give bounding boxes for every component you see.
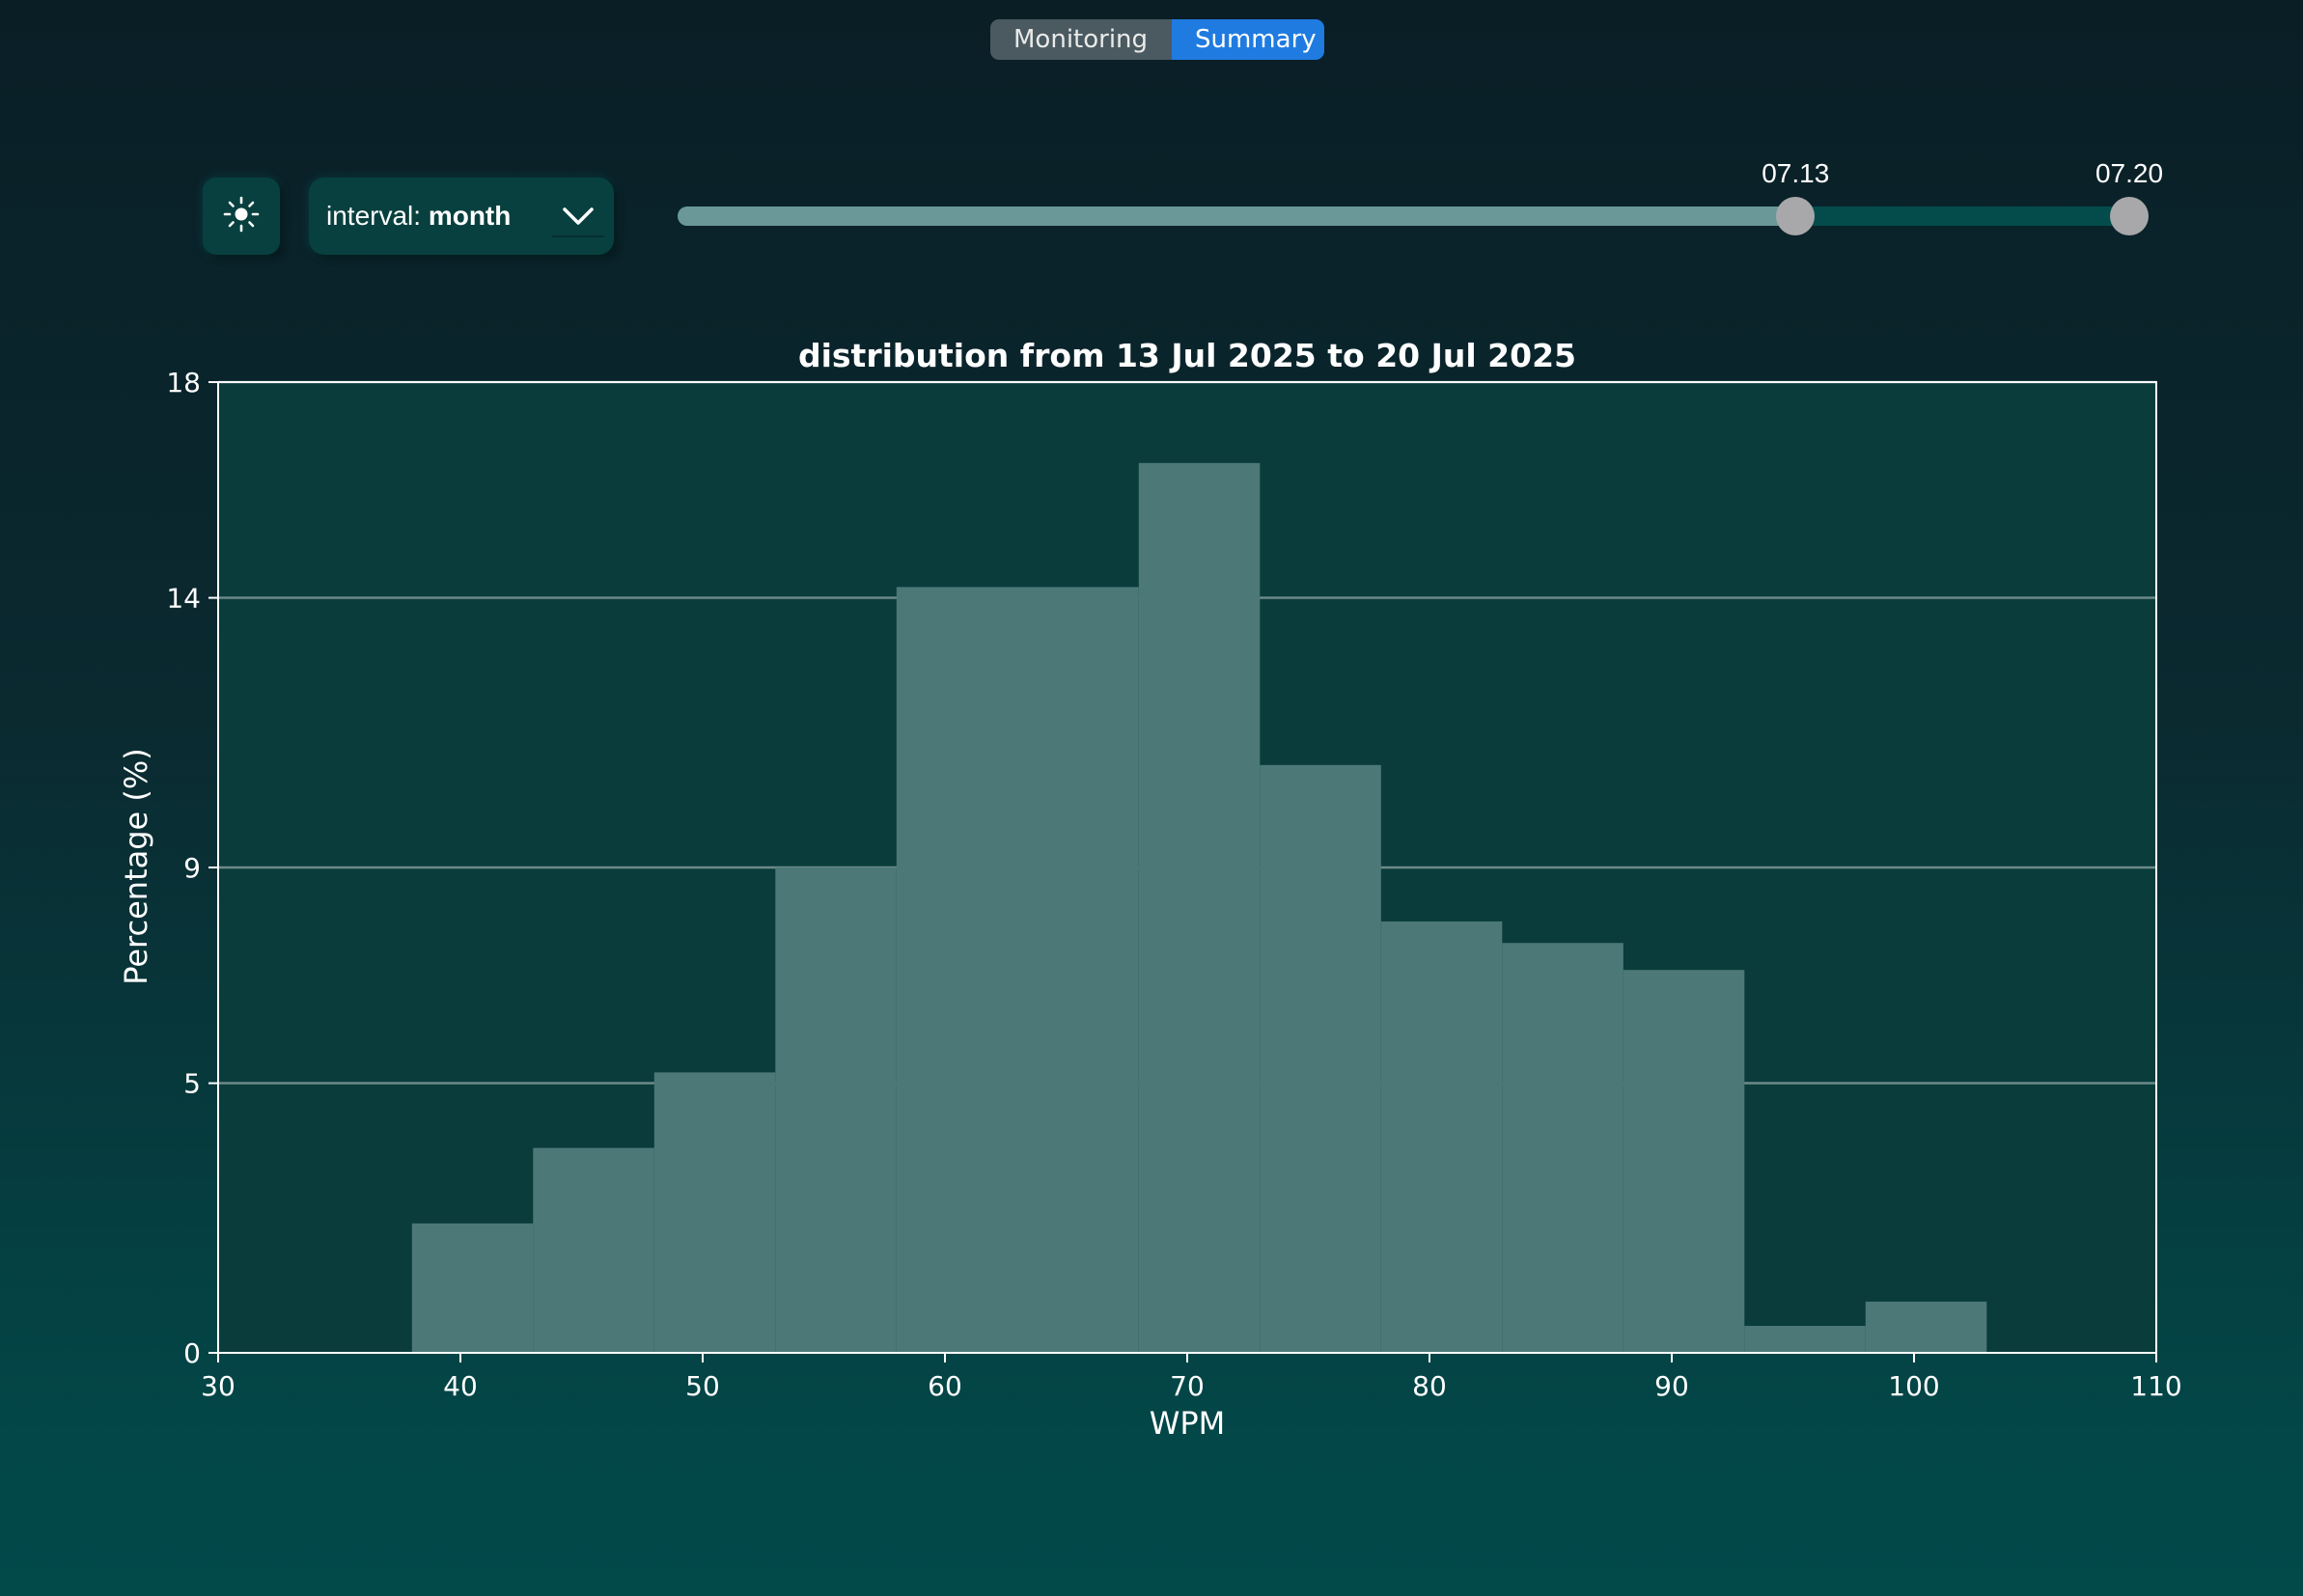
histogram-bar [411,1223,534,1353]
chevron-down-icon[interactable] [552,197,604,237]
x-tick-label: 30 [201,1370,236,1402]
x-tick-label: 70 [1170,1370,1205,1402]
y-tick-label: 5 [183,1068,201,1100]
axis-ticks: 30 40 50 60 70 80 90 100 110 0 5 9 14 18 [166,367,2181,1402]
theme-toggle-button[interactable] [203,178,280,255]
x-tick-label: 60 [928,1370,962,1402]
x-tick-label: 110 [2130,1370,2181,1402]
x-tick-label: 90 [1654,1370,1689,1402]
y-tick-label: 0 [183,1337,201,1369]
y-tick-label: 14 [166,583,201,615]
range-start-handle[interactable] [1776,197,1816,235]
y-tick-label: 9 [183,852,201,884]
y-axis-label: Percentage (%) [118,748,154,985]
interval-select[interactable]: interval: month [309,178,614,255]
x-tick-label: 40 [443,1370,478,1402]
range-end-label: 07.20 [2095,158,2164,188]
histogram-bar [775,867,897,1353]
tab-monitoring[interactable]: Monitoring [990,19,1172,60]
interval-label: interval: month [326,201,512,231]
date-range-fill [678,206,1796,226]
histogram-bar [1502,943,1623,1353]
histogram-bar [1623,970,1745,1353]
range-start-label: 07.13 [1762,158,1830,188]
histogram-bars [411,462,1987,1353]
chart-title: distribution from 13 Jul 2025 to 20 Jul … [798,337,1576,374]
tab-summary[interactable]: Summary [1172,19,1324,60]
x-axis-label: WPM [1150,1405,1226,1442]
histogram-bar [1380,921,1503,1353]
histogram-bar [1744,1326,1866,1353]
sun-icon [222,195,261,238]
histogram-bar [653,1072,776,1353]
x-tick-label: 100 [1888,1370,1939,1402]
view-tabs: Monitoring Summary [990,19,1324,60]
histogram-bar [1260,764,1381,1353]
histogram-bar [1138,462,1261,1353]
y-tick-label: 18 [166,367,201,399]
histogram-bar [1865,1301,1987,1353]
range-end-handle[interactable] [2110,197,2149,235]
x-tick-label: 80 [1412,1370,1447,1402]
x-tick-label: 50 [685,1370,720,1402]
histogram-bar [533,1147,654,1353]
interval-value: month [428,201,512,231]
histogram-bar [896,587,1139,1353]
